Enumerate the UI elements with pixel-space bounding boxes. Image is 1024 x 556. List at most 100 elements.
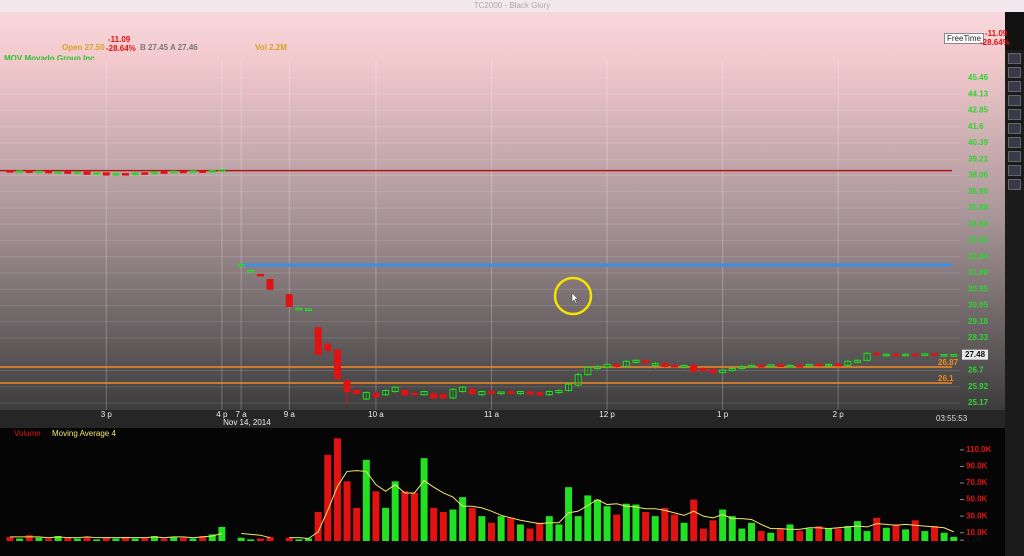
volume-bar (574, 516, 582, 541)
volume-bar (844, 526, 852, 541)
volume-bar (526, 528, 534, 541)
tool-button[interactable] (1008, 95, 1021, 106)
price-panel (0, 60, 1005, 410)
candle-body (439, 394, 447, 399)
candle-body (353, 389, 361, 395)
candle-body (112, 173, 120, 176)
volume-bar (333, 438, 341, 541)
volume-bar (237, 537, 245, 541)
y-tick-label: 42.85 (968, 105, 989, 114)
volume-bar (64, 537, 72, 541)
candle-body (873, 352, 881, 356)
tool-button[interactable] (1008, 81, 1021, 92)
window-title: TC2000 - Black Glory (473, 1, 551, 10)
candle-body (372, 393, 380, 398)
candle-body (526, 391, 534, 395)
candle-body (584, 366, 592, 376)
candle-body (488, 391, 495, 395)
y-tick-label: 33.83 (968, 235, 989, 244)
volume-bar (757, 531, 765, 541)
series-name: Volume (14, 429, 41, 438)
tool-button[interactable] (1008, 179, 1021, 190)
x-tick-label: 7 a (236, 410, 248, 419)
x-tick-label: 4 p (216, 410, 228, 419)
volume-bar (940, 532, 948, 541)
volume-bar (410, 492, 418, 541)
candle-body (882, 353, 890, 357)
volume-bar (796, 531, 804, 541)
volume-bar (478, 516, 486, 541)
volume-bar (102, 537, 110, 541)
freetime-button[interactable]: FreeTime (944, 33, 984, 44)
volume-bar (35, 537, 43, 541)
volume-bar (786, 524, 794, 541)
volume-bar (892, 524, 900, 541)
candle-body (189, 170, 197, 173)
candle-body (950, 354, 958, 357)
volume-bar (391, 481, 399, 541)
y-tick-label: 39.21 (968, 154, 989, 163)
cursor (571, 292, 579, 305)
last-price-box (962, 349, 988, 360)
candle-body (757, 364, 765, 368)
candle-body (179, 170, 187, 174)
x-tick-label: 1 p (717, 410, 729, 419)
candle-body (844, 360, 852, 366)
volume-bar (305, 538, 313, 541)
candle-body (545, 391, 553, 396)
volume-bar (54, 536, 62, 541)
y-tick-label: 25.17 (968, 398, 989, 407)
open: Open 27.50 (62, 43, 105, 52)
tool-button[interactable] (1008, 53, 1021, 64)
y-tick-label: 28.33 (968, 333, 989, 342)
candle-body (603, 363, 611, 368)
tool-button[interactable] (1008, 123, 1021, 134)
volume-bar (362, 459, 370, 541)
volume-bar (950, 536, 958, 541)
candle-body (218, 169, 226, 172)
candle-body (748, 364, 756, 368)
volume-bar (690, 499, 698, 541)
tool-button[interactable] (1008, 137, 1021, 148)
candle-body (651, 362, 659, 366)
volume-bar (208, 534, 216, 541)
chart: 25.17 25.92 26.7 28.33 29.18 30.05 30.95 31.88 3… (0, 60, 1005, 556)
volume-bar (430, 507, 438, 541)
candle-body (150, 171, 158, 175)
last-price: 27.48 (965, 350, 986, 359)
candle-body (507, 391, 515, 394)
candle-body (237, 263, 245, 267)
candle-body (574, 374, 582, 386)
volume-bar (921, 531, 929, 541)
volume-bar (266, 536, 274, 541)
y-tick-label: 40.39 (968, 138, 989, 147)
candle-body (930, 353, 938, 356)
volume-bar (680, 522, 688, 541)
candle-body (902, 353, 910, 357)
time-axis (0, 410, 1005, 428)
y-tick-label: 45.46 (968, 73, 989, 82)
candle-body (93, 172, 101, 175)
y-tick-label: 34.84 (968, 219, 989, 228)
company: MOV Movado Group Inc (4, 54, 95, 63)
candle-body (45, 170, 53, 174)
candle-body (565, 383, 573, 391)
candle-body (661, 362, 669, 367)
volume-bar (420, 458, 428, 541)
tool-button[interactable] (1008, 109, 1021, 120)
tool-button[interactable] (1008, 151, 1021, 162)
volume-bar (555, 524, 563, 541)
volume-bar (314, 512, 322, 541)
tool-button[interactable] (1008, 67, 1021, 78)
volume-bar (141, 537, 149, 541)
candle-body (102, 172, 110, 176)
volume-bar (179, 537, 187, 541)
y-tick-label: 29.18 (968, 317, 989, 326)
volume-bar (45, 538, 53, 541)
tool-button[interactable] (1008, 165, 1021, 176)
candle-body (295, 307, 303, 311)
volume-bar (728, 516, 736, 541)
candle-body (786, 364, 794, 368)
candle-body (382, 389, 390, 396)
